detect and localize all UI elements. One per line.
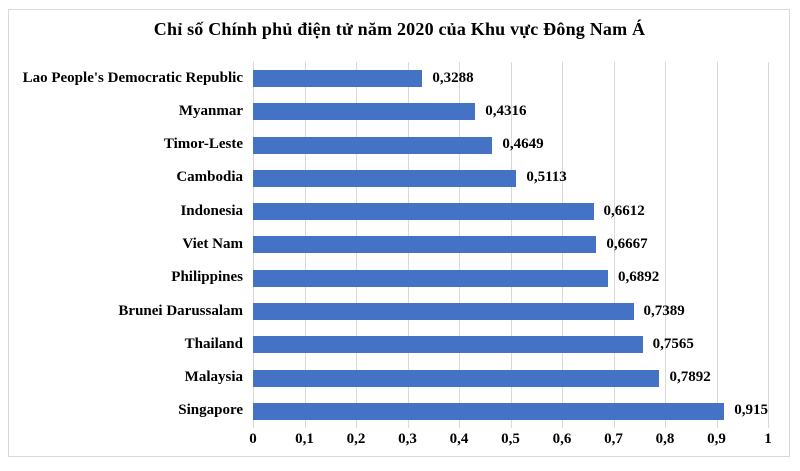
value-label: 0,4316 xyxy=(485,102,527,119)
category-label: Philippines xyxy=(171,269,243,286)
chart-title: Chỉ số Chính phủ điện tử năm 2020 của Kh… xyxy=(153,19,646,39)
bar xyxy=(253,303,634,321)
category-label: Lao People's Democratic Republic xyxy=(22,69,243,86)
bar xyxy=(253,369,660,387)
bar xyxy=(253,402,725,420)
category-label: Brunei Darussalam xyxy=(118,302,243,319)
bar xyxy=(253,236,597,254)
x-tick-label: 0,4 xyxy=(449,431,469,447)
bar-rows: Lao People's Democratic Republic 0,3288 My… xyxy=(0,62,800,428)
bar-row: Philippines 0,6892 xyxy=(0,262,800,295)
bar-row: Thailand 0,7565 xyxy=(0,328,800,361)
bar-row: Cambodia 0,5113 xyxy=(0,162,800,195)
value-label: 0,6892 xyxy=(617,269,660,286)
x-tick-label: 0,5 xyxy=(501,431,520,447)
x-tick-label: 0,1 xyxy=(295,431,314,447)
bar-row: Timor-Leste 0,4649 xyxy=(0,129,800,162)
bar xyxy=(253,336,643,354)
category-label: Timor-Leste xyxy=(163,136,243,153)
value-label: 0,6612 xyxy=(603,202,645,219)
gridline xyxy=(716,62,718,428)
bar xyxy=(253,269,608,287)
x-tick-label: 1 xyxy=(764,431,772,447)
bar-row: Brunei Darussalam 0,7389 xyxy=(0,295,800,328)
x-axis: 0 0,1 0,2 0,3 0,4 0,5 0,6 0,7 0,8 0,9 1 xyxy=(0,431,800,451)
category-label: Singapore xyxy=(178,402,243,419)
value-label: 0,4649 xyxy=(502,136,544,153)
gridline xyxy=(665,62,666,428)
bar-row: Malaysia 0,7892 xyxy=(0,361,800,394)
bar xyxy=(253,136,493,154)
gridline xyxy=(613,62,615,428)
x-tick-label: 0 xyxy=(249,431,257,447)
value-label: 0,6667 xyxy=(606,235,648,252)
bar xyxy=(253,70,423,88)
value-label: 0,7892 xyxy=(669,369,711,386)
x-tick-label: 0,8 xyxy=(655,431,675,447)
bar xyxy=(253,103,476,121)
category-label: Malaysia xyxy=(184,369,243,386)
value-label: 0,3288 xyxy=(432,69,474,86)
bar-row: Viet Nam 0,6667 xyxy=(0,228,800,261)
x-tick-label: 0,7 xyxy=(604,431,623,447)
bar-row: Lao People's Democratic Republic 0,3288 xyxy=(0,62,800,95)
bar-row: Indonesia 0,6612 xyxy=(0,195,800,228)
gridline xyxy=(768,62,769,428)
bar xyxy=(253,169,517,187)
x-tick-label: 0,9 xyxy=(707,431,726,447)
value-label: 0,7565 xyxy=(652,335,694,352)
value-label: 0,7389 xyxy=(643,302,685,319)
category-label: Indonesia xyxy=(180,202,243,219)
value-label: 0,915 xyxy=(734,402,768,419)
x-tick-label: 0,2 xyxy=(346,431,366,447)
category-label: Cambodia xyxy=(176,169,243,186)
category-label: Myanmar xyxy=(178,102,243,119)
x-tick-label: 0,3 xyxy=(398,431,417,447)
value-label: 0,5113 xyxy=(526,169,567,186)
bar-row: Singapore 0,915 xyxy=(0,395,800,428)
bar-row: Myanmar 0,4316 xyxy=(0,95,800,128)
category-label: Thailand xyxy=(184,335,243,352)
x-tick-label: 0,6 xyxy=(552,431,572,447)
category-label: Viet Nam xyxy=(182,235,243,252)
bar xyxy=(253,203,594,221)
